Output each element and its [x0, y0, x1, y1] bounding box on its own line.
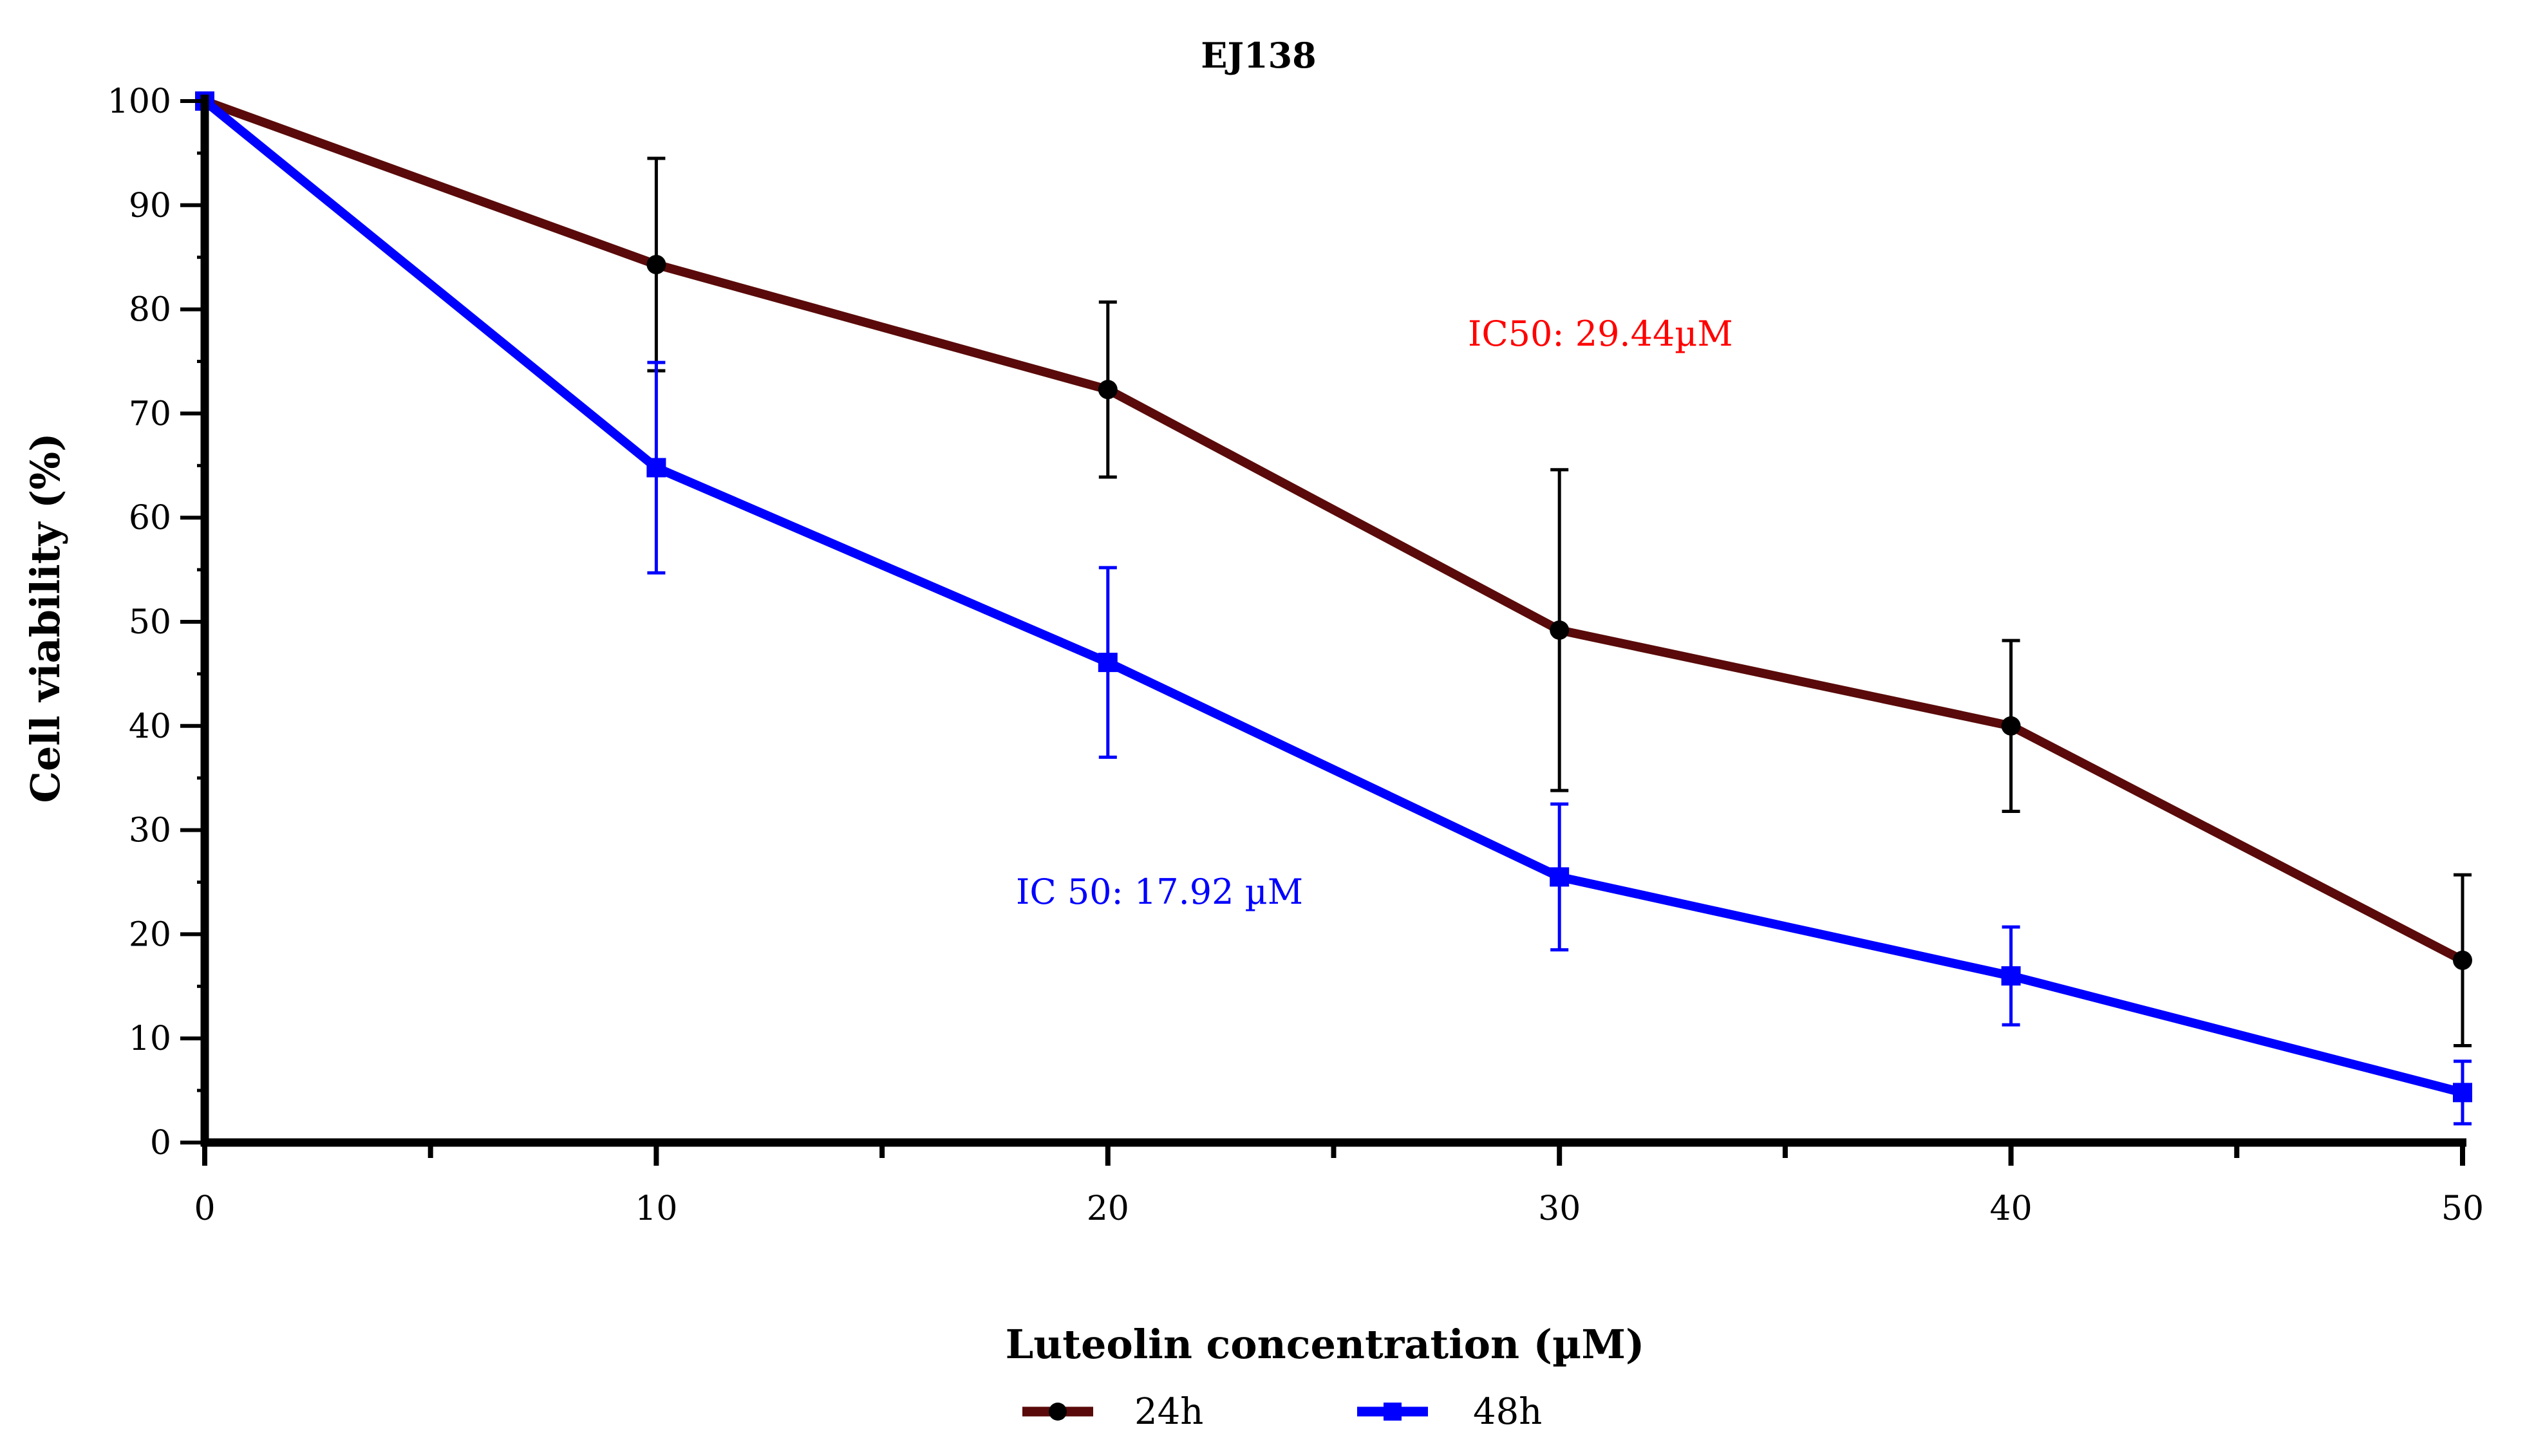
legend-label-48h: 48h	[1473, 1391, 1542, 1433]
y-tick-label-20: 20	[129, 915, 171, 954]
data-point-24h-50	[2453, 950, 2472, 970]
data-point-24h-20	[1098, 380, 1118, 400]
x-tick-label-0: 0	[194, 1190, 215, 1228]
y-tick-label-90: 90	[129, 187, 171, 225]
y-tick-label-70: 70	[129, 395, 171, 433]
axes-layer: 0 10 20 30 40 50 60 70 80 90 100 0 10 20 30 40 50	[108, 82, 2484, 1228]
legend: 24h 48h	[1022, 1391, 1542, 1433]
y-tick-label-80: 80	[129, 291, 171, 330]
y-tick-label-0: 0	[150, 1124, 171, 1162]
y-tick-label-60: 60	[129, 499, 171, 537]
x-tick-label-10: 10	[635, 1190, 677, 1228]
y-tick-label-40: 40	[129, 707, 171, 746]
legend-marker-24h	[1049, 1403, 1067, 1421]
y-tick-label-100: 100	[108, 82, 171, 121]
x-tick-label-40: 40	[1990, 1190, 2032, 1228]
series-line-48h	[202, 97, 2464, 1097]
series-48h	[195, 91, 2472, 1126]
legend-item-48h: 48h	[1357, 1391, 1542, 1433]
legend-label-24h: 24h	[1134, 1391, 1203, 1433]
data-point-24h-30	[1550, 620, 1570, 640]
legend-marker-48h	[1384, 1403, 1402, 1421]
x-axis-label: Luteolin concentration (µM)	[1006, 1321, 1645, 1368]
y-axis-label: Cell viability (%)	[22, 433, 69, 803]
y-tick-label-10: 10	[129, 1020, 171, 1058]
y-tick-label-30: 30	[129, 812, 171, 850]
data-point-24h-40	[2001, 716, 2021, 736]
data-point-48h-50	[2453, 1083, 2472, 1103]
x-tick-label-50: 50	[2441, 1190, 2484, 1228]
series-24h	[195, 91, 2472, 1048]
x-tick-label-20: 20	[1087, 1190, 1129, 1228]
series-layer	[195, 91, 2472, 1126]
y-tick-label-50: 50	[129, 603, 171, 642]
x-tick-label-30: 30	[1538, 1190, 1581, 1228]
ic50-48h-annotation: IC 50: 17.92 µM	[1016, 872, 1303, 912]
data-point-48h-20	[1098, 653, 1118, 673]
series-line-24h	[203, 97, 2465, 965]
data-point-48h-40	[2001, 966, 2021, 986]
data-point-48h-30	[1550, 867, 1570, 887]
legend-item-24h: 24h	[1022, 1391, 1203, 1433]
ic50-24h-annotation: IC50: 29.44µM	[1468, 313, 1733, 354]
data-point-24h-10	[646, 255, 666, 275]
chart-title: EJ138	[1201, 35, 1316, 76]
data-point-48h-10	[646, 458, 666, 478]
